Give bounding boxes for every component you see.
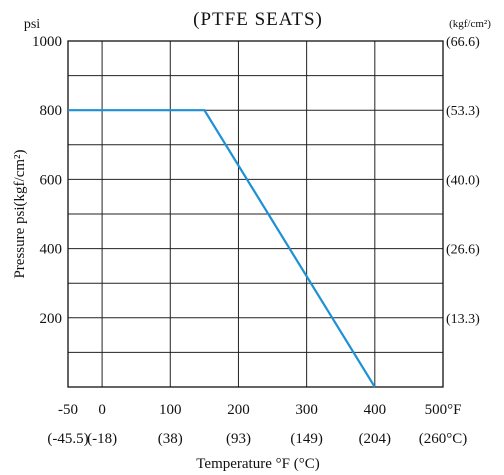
x-tick-label: 100 [159, 402, 182, 418]
x-tick-label: 400 [364, 402, 387, 418]
x-tick-label: 200 [227, 402, 250, 418]
series-line [68, 109, 376, 388]
x-tick-label: 500°F [425, 402, 462, 418]
x-alt-tick-label: (260°C) [419, 431, 468, 447]
x-alt-tick-label: (38) [158, 431, 183, 447]
x-axis-title: Temperature °F (°C) [196, 456, 319, 472]
x-alt-tick-label: (93) [226, 431, 251, 447]
y-left-tick-label: 800 [40, 103, 63, 119]
grid-lines [68, 40, 444, 387]
x-tick-label: -50 [58, 402, 78, 418]
y-left-tick-label: 600 [40, 172, 63, 188]
plot-frame [67, 40, 444, 388]
x-tick-label: 0 [98, 402, 106, 418]
y-right-tick-label: (26.6) [446, 243, 480, 258]
y-right-tick-label: (53.3) [446, 104, 480, 119]
y-left-tick-label: 200 [40, 311, 63, 327]
x-tick-labels: -50 0 100 200 300 400 500°F [58, 402, 461, 418]
y-right-tick-label: (40.0) [446, 173, 480, 188]
x-tick-label: 300 [295, 402, 318, 418]
y-left-unit-label: psi [24, 17, 40, 32]
y-left-tick-label: 1000 [32, 34, 62, 50]
y-right-unit-label: (kgf/cm²) [449, 18, 491, 30]
y-right-tick-label: (66.6) [446, 35, 480, 50]
x-alt-tick-labels: (-45.5)(-18) (38) (93) (149) (204) (260°C) [47, 431, 467, 447]
chart-title: (PTFE SEATS) [193, 9, 323, 30]
x-alt-tick-label: (149) [290, 431, 323, 447]
y-left-tick-labels: 1000 800 600 400 200 [32, 34, 62, 327]
plot-border [67, 40, 444, 388]
y-right-tick-labels: (66.6) (53.3) (40.0) (26.6) (13.3) [446, 35, 480, 327]
series-lines [68, 109, 376, 388]
x-alt-tick-label: (204) [359, 431, 392, 447]
x-alt-tick-label: (-18) [87, 431, 117, 447]
y-axis-title: Pressure psi(kgf/cm²) [12, 149, 28, 278]
y-left-tick-label: 400 [40, 242, 63, 258]
y-right-tick-label: (13.3) [446, 312, 480, 327]
x-alt-tick-label: (-45.5) [47, 431, 88, 447]
